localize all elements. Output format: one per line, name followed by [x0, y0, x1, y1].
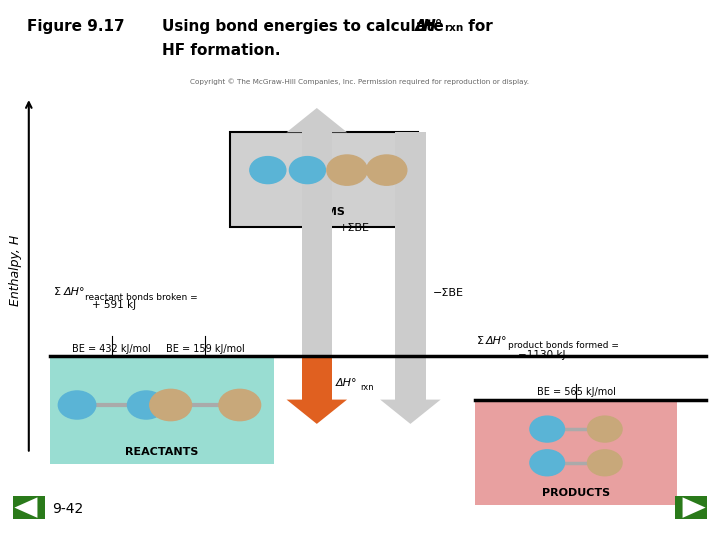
Circle shape — [327, 155, 367, 185]
Text: H°: H° — [423, 19, 443, 34]
Text: + 591 kJ: + 591 kJ — [92, 300, 136, 310]
Circle shape — [588, 450, 622, 476]
Text: REACTANTS: REACTANTS — [125, 447, 199, 457]
Circle shape — [530, 450, 564, 476]
Circle shape — [219, 389, 261, 421]
Text: 9-42: 9-42 — [52, 502, 83, 516]
Text: +ΣBE: +ΣBE — [339, 223, 370, 233]
Polygon shape — [380, 400, 441, 424]
Text: −1130 kJ: −1130 kJ — [518, 350, 566, 360]
Text: reactant bonds broken =: reactant bonds broken = — [85, 293, 197, 302]
Polygon shape — [287, 400, 347, 424]
Circle shape — [289, 157, 325, 184]
Circle shape — [588, 416, 622, 442]
Circle shape — [127, 391, 165, 419]
Text: for: for — [463, 19, 492, 34]
Text: rxn: rxn — [444, 23, 464, 33]
Polygon shape — [683, 497, 706, 518]
Text: ΔH°: ΔH° — [63, 287, 85, 297]
Circle shape — [366, 155, 407, 185]
FancyBboxPatch shape — [13, 496, 45, 519]
Circle shape — [250, 157, 286, 184]
Text: Using bond energies to calculate: Using bond energies to calculate — [162, 19, 449, 34]
Polygon shape — [287, 108, 347, 132]
Text: Copyright © The McGraw-Hill Companies, Inc. Permission required for reproduction: Copyright © The McGraw-Hill Companies, I… — [191, 78, 529, 85]
Circle shape — [150, 389, 192, 421]
FancyBboxPatch shape — [302, 132, 332, 356]
FancyBboxPatch shape — [230, 132, 418, 227]
Circle shape — [58, 391, 96, 419]
Text: Σ: Σ — [477, 335, 484, 346]
Text: PRODUCTS: PRODUCTS — [542, 488, 610, 498]
Text: HF formation.: HF formation. — [162, 43, 281, 58]
Text: Figure 9.17: Figure 9.17 — [27, 19, 125, 34]
Text: rxn: rxn — [361, 383, 374, 392]
Text: ΔH°: ΔH° — [336, 379, 357, 388]
Text: Σ: Σ — [54, 287, 61, 297]
FancyBboxPatch shape — [50, 356, 274, 464]
Polygon shape — [14, 497, 37, 518]
Text: BE = 432 kJ/mol: BE = 432 kJ/mol — [72, 343, 151, 354]
Text: −ΣBE: −ΣBE — [433, 288, 464, 298]
Text: Δ: Δ — [415, 19, 427, 34]
FancyBboxPatch shape — [475, 400, 677, 505]
Text: BE = 159 kJ/mol: BE = 159 kJ/mol — [166, 343, 245, 354]
Text: product bonds formed =: product bonds formed = — [508, 341, 618, 350]
FancyBboxPatch shape — [302, 356, 332, 400]
Text: ΔH°: ΔH° — [486, 335, 508, 346]
Circle shape — [530, 416, 564, 442]
FancyBboxPatch shape — [13, 496, 43, 518]
FancyBboxPatch shape — [395, 132, 426, 400]
Text: ATOMS: ATOMS — [302, 207, 346, 217]
FancyBboxPatch shape — [675, 496, 707, 519]
Text: BE = 565 kJ/mol: BE = 565 kJ/mol — [536, 387, 616, 397]
Text: Enthalpy, H: Enthalpy, H — [9, 234, 22, 306]
